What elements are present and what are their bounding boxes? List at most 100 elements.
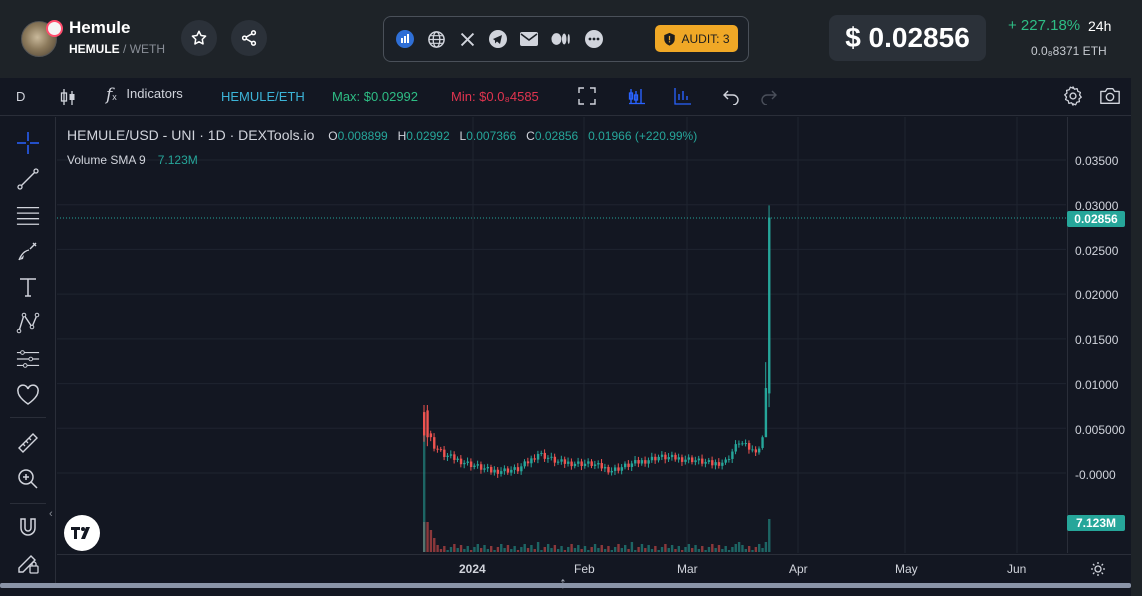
volume-bar <box>620 548 624 552</box>
collapse-toolbar-icon[interactable]: ‹ <box>49 508 53 520</box>
prediction-icon[interactable] <box>16 347 40 371</box>
volume-bar <box>426 522 429 552</box>
medium-icon[interactable] <box>551 29 571 49</box>
pattern-icon[interactable] <box>16 311 40 335</box>
pair-quote: WETH <box>129 42 166 56</box>
tools-divider-2 <box>10 503 46 504</box>
timezone-settings-icon[interactable] <box>1090 561 1106 582</box>
volume-bar <box>754 547 758 552</box>
candle-body <box>436 448 439 450</box>
candle-body <box>657 456 660 461</box>
text-tool-icon[interactable] <box>16 275 40 299</box>
candle-body <box>523 461 526 467</box>
candle-body <box>600 463 603 469</box>
candle-body <box>667 457 670 460</box>
settings-gear-icon[interactable] <box>1062 85 1084 110</box>
current-price: $ 0.02856 <box>829 15 986 61</box>
interval-selector[interactable]: D <box>16 89 26 104</box>
bar-chart-icon[interactable] <box>674 87 692 108</box>
volume-bar <box>429 530 433 552</box>
candle-body <box>533 458 536 460</box>
candle-body <box>610 470 613 473</box>
candle-body <box>704 461 707 464</box>
candle-body <box>557 461 560 463</box>
price-tick: -0.0000 <box>1075 468 1116 482</box>
candle-body <box>516 467 520 472</box>
candle-body <box>469 461 473 468</box>
volume-bar <box>463 549 466 552</box>
volume-bar <box>540 550 543 552</box>
lock-drawings-icon[interactable] <box>16 551 40 575</box>
candle-body <box>486 466 490 469</box>
audit-badge[interactable]: AUDIT: 3 <box>655 25 738 52</box>
candle-body <box>449 454 453 456</box>
volume-bar <box>513 546 516 552</box>
legend-l-label: L <box>459 129 467 143</box>
indicators-button[interactable]: fx Indicators <box>106 85 183 105</box>
volume-bar <box>523 544 526 552</box>
favorite-button[interactable] <box>181 20 217 56</box>
candle-body <box>550 456 553 458</box>
candle-body <box>463 462 466 465</box>
candle-body <box>479 464 483 470</box>
x-icon[interactable] <box>457 29 477 49</box>
price-tick: 0.03000 <box>1075 199 1119 213</box>
trendline-icon[interactable] <box>16 167 40 191</box>
time-tick: Jun <box>1007 562 1027 576</box>
candle-body <box>526 461 530 464</box>
legend-close: 0.02856 <box>534 129 579 143</box>
legend-change: 0.01966 (+220.99%) <box>588 129 698 143</box>
volume-bar <box>761 548 764 552</box>
globe-icon[interactable] <box>426 29 446 49</box>
time-tick: May <box>895 562 918 576</box>
camera-icon[interactable] <box>1099 86 1121 109</box>
candle-type-icon[interactable] <box>59 87 77 110</box>
candle-body <box>747 443 751 450</box>
fib-retracement-icon[interactable] <box>16 203 40 227</box>
volume-bar <box>644 548 647 552</box>
candle-body <box>684 459 687 462</box>
price-chart-canvas[interactable] <box>57 117 1066 553</box>
redo-icon[interactable] <box>760 87 778 108</box>
pair-toggle[interactable]: HEMULE/ETH <box>221 89 305 104</box>
dextools-icon[interactable] <box>395 29 415 49</box>
time-axis[interactable] <box>57 554 1131 584</box>
heart-icon[interactable] <box>16 383 40 407</box>
zoom-in-icon[interactable] <box>16 467 40 491</box>
volume-bar <box>637 547 640 552</box>
tradingview-logo[interactable] <box>64 515 100 551</box>
candle-body <box>530 458 533 464</box>
volume-bar <box>583 546 587 552</box>
time-tick: 2024 <box>459 562 486 576</box>
volume-bar <box>731 547 734 552</box>
mail-icon[interactable] <box>519 29 539 49</box>
volume-bar <box>500 544 503 552</box>
undo-icon[interactable] <box>722 87 740 108</box>
candle-body <box>546 457 550 459</box>
volume-bar <box>600 545 603 552</box>
volume-bar <box>553 545 557 552</box>
volume-bar <box>744 549 747 552</box>
volume-bar <box>674 549 677 552</box>
horizontal-scrollbar[interactable] <box>0 583 1131 588</box>
volume-bar <box>530 545 533 552</box>
magnet-icon[interactable] <box>16 515 40 539</box>
volume-bar <box>453 544 456 552</box>
brush-icon[interactable] <box>16 239 40 263</box>
share-icon <box>241 30 257 46</box>
share-button[interactable] <box>231 20 267 56</box>
ruler-icon[interactable] <box>16 431 40 455</box>
page-edge <box>1131 0 1142 596</box>
fullscreen-icon[interactable] <box>578 87 596 108</box>
price-axis[interactable] <box>1067 117 1131 553</box>
volume-bar <box>747 546 751 552</box>
candle-body <box>573 463 577 467</box>
candle-body <box>687 457 691 460</box>
more-icon[interactable] <box>584 29 604 49</box>
crosshair-icon[interactable] <box>16 131 40 155</box>
telegram-icon[interactable] <box>488 29 508 49</box>
candle-chart-icon[interactable] <box>628 87 646 108</box>
candle-body <box>446 455 449 457</box>
volume-bar <box>520 547 523 552</box>
candle-body <box>603 466 607 469</box>
